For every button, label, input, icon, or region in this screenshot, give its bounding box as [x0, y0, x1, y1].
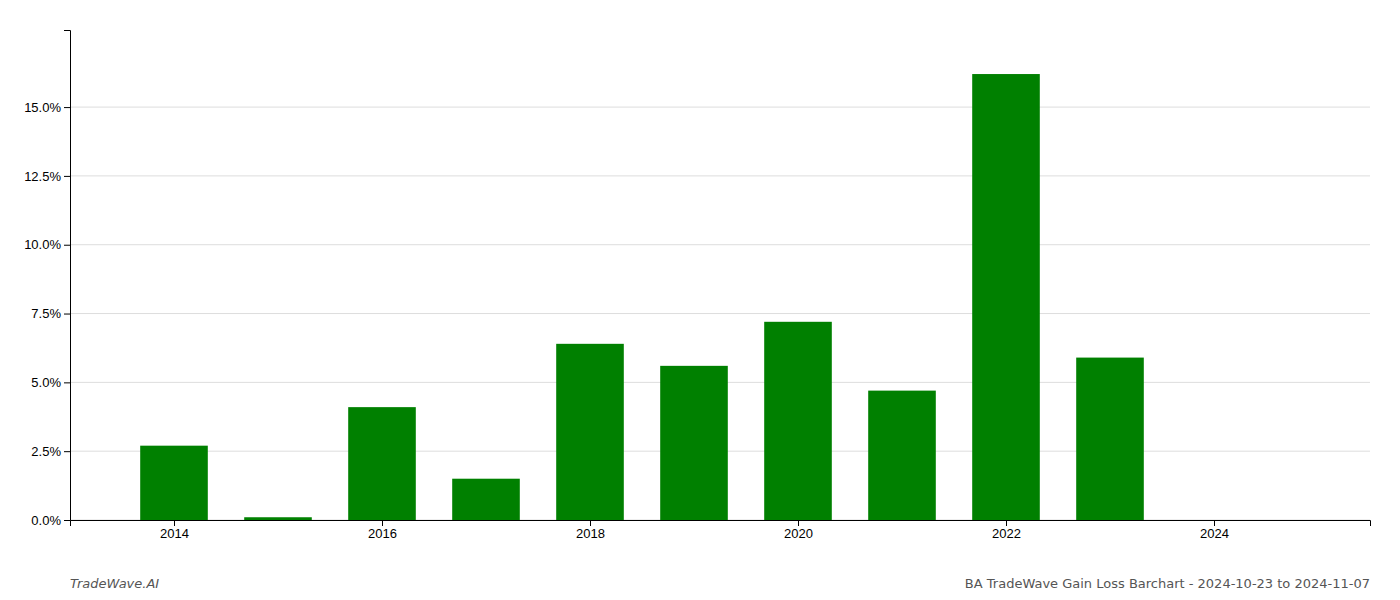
bar	[452, 479, 520, 520]
y-tick-label: 5.0%	[31, 375, 61, 390]
x-tick-mark	[1214, 520, 1215, 526]
x-tick-label: 2024	[1200, 526, 1229, 541]
x-tick-label: 2014	[160, 526, 189, 541]
y-tick: 10.0%	[24, 237, 70, 252]
x-tick: 2014	[160, 520, 189, 541]
x-tick-label: 2020	[784, 526, 813, 541]
chart: 2014 2016 2018 2020 2022 2024 0.0% 2.5% 5.0% 7.5%…	[0, 0, 1400, 600]
bar	[244, 517, 312, 520]
y-tick-mark	[64, 176, 70, 177]
x-axis: 2014 2016 2018 2020 2022 2024	[71, 520, 1371, 541]
y-tick-mark	[64, 314, 70, 315]
footer-left: TradeWave.AI	[70, 576, 159, 591]
y-tick-label: 2.5%	[31, 444, 61, 459]
grid-line	[70, 313, 1370, 314]
grid-line	[70, 175, 1370, 176]
x-tick: 2020	[784, 520, 813, 541]
y-tick-mark	[64, 107, 70, 108]
y-tick-label: 7.5%	[31, 306, 61, 321]
y-tick: 7.5%	[31, 306, 70, 321]
footer-right: BA TradeWave Gain Loss Barchart - 2024-1…	[965, 576, 1370, 591]
grid-line	[70, 107, 1370, 108]
bar	[1076, 358, 1144, 520]
x-tick: 2024	[1200, 520, 1229, 541]
x-tick-label: 2018	[576, 526, 605, 541]
x-tick-label: 2022	[992, 526, 1021, 541]
y-tick-label: 10.0%	[24, 237, 61, 252]
y-tick-mark	[64, 382, 70, 383]
y-tick: 12.5%	[24, 169, 70, 184]
x-tick-mark	[590, 520, 591, 526]
y-tick: 15.0%	[24, 100, 70, 115]
x-tick: 2022	[992, 520, 1021, 541]
y-tick-mark	[64, 451, 70, 452]
x-tick-mark	[1006, 520, 1007, 526]
bar	[660, 366, 728, 520]
bar	[764, 322, 832, 520]
y-axis: 0.0% 2.5% 5.0% 7.5% 10.0% 12.5% 15.0%	[24, 31, 70, 528]
y-tick-label: 15.0%	[24, 100, 61, 115]
y-tick-mark	[64, 520, 70, 521]
y-tick-label: 0.0%	[31, 513, 61, 528]
bar	[868, 391, 936, 520]
y-tick: 2.5%	[31, 444, 70, 459]
grid	[70, 107, 1370, 520]
bar	[972, 74, 1040, 520]
y-tick-mark	[64, 245, 70, 246]
x-tick-label: 2016	[368, 526, 397, 541]
y-tick: 0.0%	[31, 513, 70, 528]
y-tick-label: 12.5%	[24, 169, 61, 184]
bars	[140, 74, 1144, 520]
x-axis-line	[71, 521, 1371, 527]
y-axis-line	[64, 31, 71, 521]
grid-line	[70, 244, 1370, 245]
x-tick: 2016	[368, 520, 397, 541]
x-tick: 2018	[576, 520, 605, 541]
x-tick-mark	[174, 520, 175, 526]
bar	[348, 407, 416, 520]
y-tick: 5.0%	[31, 375, 70, 390]
bar	[556, 344, 624, 520]
x-tick-mark	[382, 520, 383, 526]
bar	[140, 446, 208, 520]
x-tick-mark	[798, 520, 799, 526]
bar	[1180, 520, 1248, 521]
